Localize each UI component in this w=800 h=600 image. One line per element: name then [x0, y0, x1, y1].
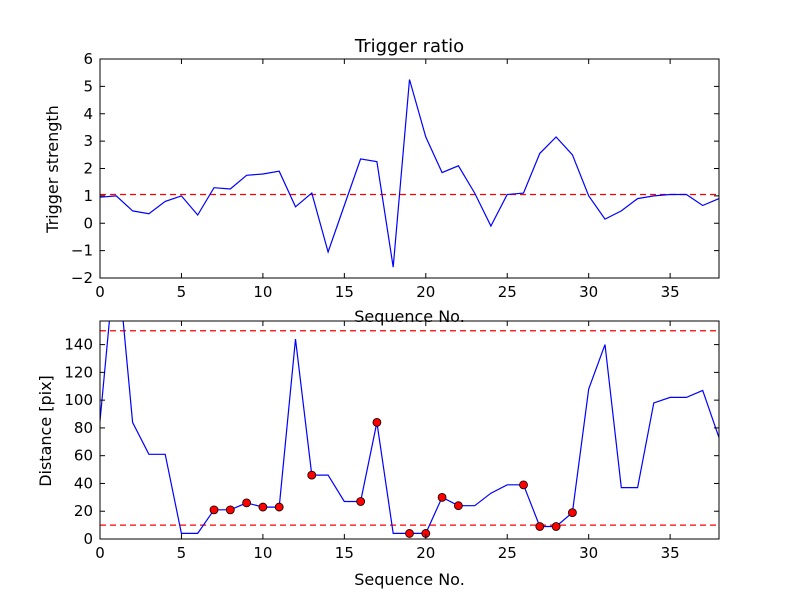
- data-point-marker: [437, 492, 447, 502]
- y-tick-label: 4: [83, 105, 93, 123]
- x-tick-label: 15: [335, 283, 354, 301]
- y-tick-label: 20: [74, 502, 93, 520]
- y-tick-label: 80: [74, 419, 93, 437]
- data-point-marker: [356, 497, 366, 506]
- distance-chart: Distance [pix] Sequence No. 0 5 10 15 20 25 30…: [36, 320, 720, 589]
- x-tick-label: 0: [95, 544, 105, 562]
- y-tick-label: 6: [83, 50, 93, 68]
- y-tick-label: −2: [71, 269, 93, 287]
- x-tick-label: 25: [498, 544, 517, 562]
- x-tick-label: 20: [416, 544, 435, 562]
- x-tick-label: 20: [416, 283, 435, 301]
- y-axis-label: Distance [pix]: [36, 375, 55, 487]
- x-tick-label: 35: [661, 544, 680, 562]
- series-line: [100, 79, 719, 268]
- y-tick-label: 5: [83, 77, 93, 95]
- y-tick-label: 3: [83, 132, 93, 150]
- data-point-marker: [405, 529, 414, 538]
- data-point-marker: [567, 508, 577, 518]
- x-tick-label: 15: [335, 544, 354, 562]
- data-point-marker: [372, 417, 382, 427]
- x-tick-label: 10: [253, 283, 272, 301]
- y-tick-label: 0: [83, 214, 93, 232]
- y-tick-label: 40: [74, 474, 93, 492]
- data-point-marker: [258, 502, 268, 512]
- x-tick-label: 5: [177, 283, 187, 301]
- plot-area: [100, 321, 719, 538]
- x-tick-label: 0: [95, 283, 105, 301]
- data-point-marker: [535, 522, 545, 531]
- x-axis-label: Sequence No.: [354, 307, 465, 326]
- y-tick-label: −1: [71, 242, 93, 260]
- y-tick-label: 100: [64, 391, 93, 409]
- y-tick-label: 2: [83, 160, 93, 178]
- data-point-marker: [519, 480, 528, 490]
- x-tick-label: 30: [579, 544, 598, 562]
- y-tick-label: 120: [64, 363, 93, 381]
- x-tick-label: 25: [498, 283, 517, 301]
- x-axis-label: Sequence No.: [354, 570, 465, 589]
- chart-title: Trigger ratio: [354, 36, 464, 57]
- data-point-marker: [307, 470, 317, 480]
- y-tick-label: 1: [83, 187, 93, 205]
- data-point-marker: [225, 505, 235, 515]
- y-axis-label: Trigger strength: [43, 105, 62, 234]
- plot-area: [100, 79, 719, 268]
- x-tick-label: 10: [253, 544, 272, 562]
- y-tick-label: 0: [83, 530, 93, 548]
- data-point-marker: [274, 502, 284, 512]
- data-point-marker: [209, 505, 219, 515]
- data-point-marker: [242, 498, 252, 508]
- axes-frame: [99, 320, 720, 540]
- data-point-marker: [453, 501, 463, 511]
- x-tick-label: 35: [661, 283, 680, 301]
- y-tick-label: 60: [74, 447, 93, 465]
- data-point-marker: [551, 522, 561, 531]
- x-tick-label: 30: [579, 283, 598, 301]
- x-tick-label: 5: [177, 544, 187, 562]
- y-tick-label: 140: [64, 336, 93, 354]
